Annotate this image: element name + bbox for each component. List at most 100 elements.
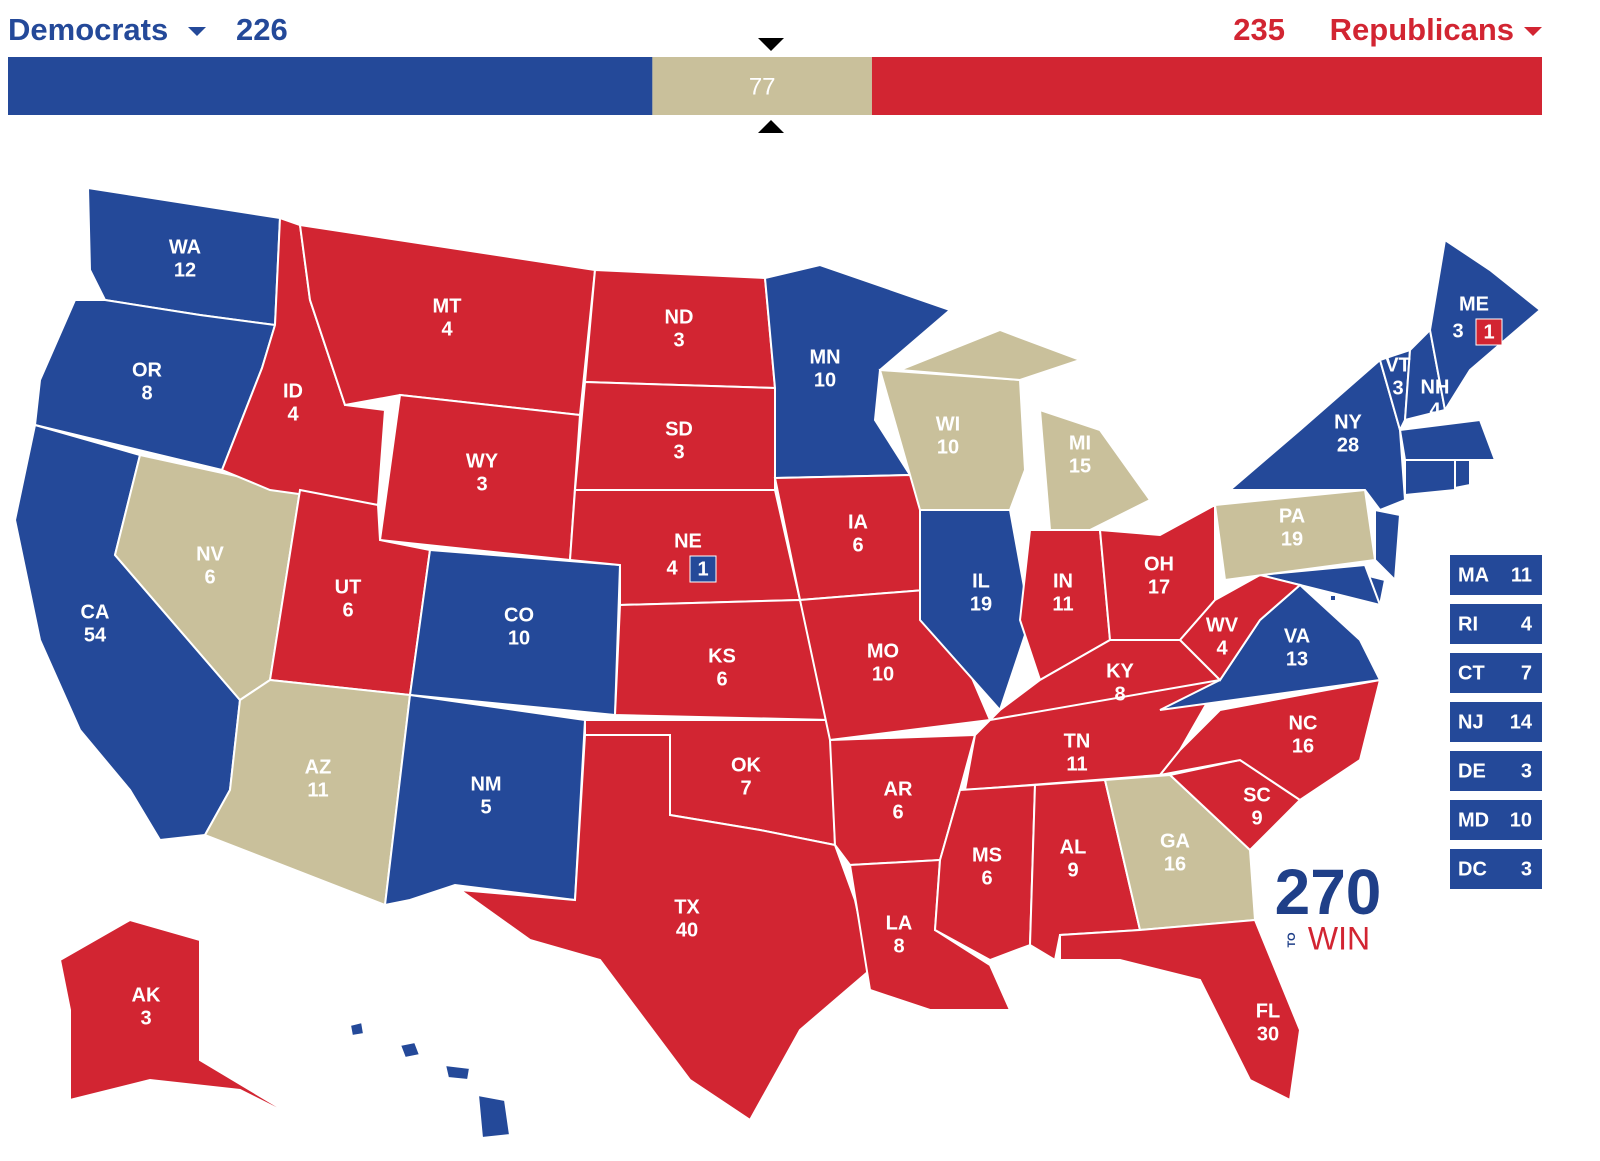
state-abbr: WI	[936, 413, 960, 435]
state-abbr: AR	[884, 778, 913, 800]
state-abbr: UT	[335, 576, 362, 598]
state-shape[interactable]	[1038, 408, 1152, 531]
state-shape[interactable]	[443, 1063, 472, 1082]
state-votes: 6	[852, 534, 863, 556]
state-votes: 8	[1114, 683, 1125, 705]
state-abbr: MN	[809, 346, 840, 368]
state-shape[interactable]	[398, 1040, 422, 1060]
state-shape[interactable]	[1227, 358, 1407, 512]
state-abbr: FL	[1256, 1000, 1280, 1022]
state-abbr: WA	[169, 236, 201, 258]
state-shape[interactable]	[763, 263, 952, 480]
state-abbr: TN	[1064, 730, 1091, 752]
state-shape[interactable]	[919, 509, 1032, 712]
state-shape[interactable]	[1213, 488, 1377, 582]
state-votes: 3	[673, 329, 684, 351]
state-abbr: OR	[132, 359, 163, 381]
small-state-box[interactable]	[1450, 555, 1542, 595]
state-votes: 4	[287, 403, 299, 425]
state-shape[interactable]	[1157, 678, 1382, 802]
state-shape[interactable]	[1059, 918, 1302, 1102]
state-votes: 11	[1511, 564, 1532, 586]
state-abbr: OH	[1144, 553, 1174, 575]
state-abbr: ND	[665, 306, 694, 328]
small-state-box[interactable]	[1450, 751, 1542, 791]
state-votes: 14	[1510, 711, 1533, 733]
dropdown-caret[interactable]	[188, 27, 206, 36]
state-shape[interactable]	[476, 1093, 512, 1140]
state-abbr: ID	[283, 380, 303, 402]
small-state-box[interactable]	[1450, 702, 1542, 742]
state-shape[interactable]	[456, 734, 872, 1122]
state-abbr: ME	[1459, 293, 1489, 315]
dem-segment	[8, 57, 653, 115]
state-votes: 4	[441, 318, 453, 340]
state-votes: 7	[740, 777, 751, 799]
state-abbr: MI	[1069, 432, 1091, 454]
state-votes: 3	[1392, 377, 1403, 399]
state-shape[interactable]	[58, 918, 301, 1121]
state-votes: 9	[1251, 807, 1262, 829]
state-abbr: PA	[1279, 505, 1305, 527]
small-state-box[interactable]	[1450, 849, 1542, 889]
logo: 270 TO WIN	[1275, 856, 1382, 957]
vote-bar: 77	[8, 57, 1542, 115]
state-votes: 9	[1067, 859, 1078, 881]
state-abbr: DE	[1458, 760, 1486, 782]
right-party-name[interactable]: Republicans	[1330, 12, 1514, 47]
logo-win: WIN	[1308, 920, 1370, 956]
state-abbr: NC	[1289, 712, 1318, 734]
state-votes: 4	[666, 557, 678, 579]
state-abbr: GA	[1160, 830, 1190, 852]
state-votes: 10	[1510, 809, 1532, 831]
state-shape[interactable]	[1398, 418, 1497, 461]
state-votes: 54	[84, 624, 107, 646]
small-state-box[interactable]	[1450, 800, 1542, 840]
state-abbr: DC	[1458, 858, 1487, 880]
state-abbr: TX	[674, 896, 700, 918]
state-votes: 4	[1429, 399, 1441, 421]
logo-number: 270	[1275, 856, 1382, 928]
state-votes: 3	[476, 473, 487, 495]
state-shape[interactable]	[1178, 573, 1303, 682]
state-abbr: NJ	[1458, 711, 1484, 733]
state-abbr: KY	[1106, 660, 1134, 682]
left-party-name[interactable]: Democrats	[8, 12, 168, 47]
small-state-boxes: MA 11 RI 4 CT 7 NJ 14 DE 3 MD 10 DC 3	[1450, 555, 1542, 889]
state-abbr: LA	[886, 912, 913, 934]
state-votes: 8	[141, 382, 152, 404]
state-abbr: MD	[1458, 809, 1489, 831]
state-votes: 10	[872, 663, 894, 685]
state-votes: 28	[1337, 434, 1359, 456]
state-votes: 3	[1521, 858, 1532, 880]
state-votes: 5	[480, 796, 491, 818]
state-abbr: IA	[848, 511, 868, 533]
dropdown-caret[interactable]	[1524, 27, 1542, 36]
state-shape[interactable]	[899, 328, 1083, 382]
state-shape[interactable]	[1329, 594, 1337, 602]
tossup-segment	[652, 57, 872, 115]
state-abbr: NM	[470, 773, 501, 795]
state-abbr: MO	[867, 640, 899, 662]
state-votes: 30	[1257, 1023, 1279, 1045]
state-abbr: WY	[466, 450, 499, 472]
tossup-count: 77	[749, 73, 776, 100]
state-votes: 11	[1066, 753, 1087, 775]
state-abbr: CT	[1458, 662, 1485, 684]
state-abbr: OK	[731, 754, 762, 776]
state-shape[interactable]	[1374, 508, 1402, 583]
state-votes: 10	[814, 369, 836, 391]
state-shape[interactable]	[348, 1020, 366, 1038]
state-abbr: MT	[433, 295, 462, 317]
small-state-box[interactable]	[1450, 604, 1542, 644]
state-abbr: CA	[81, 601, 110, 623]
state-shape[interactable]	[1404, 459, 1456, 497]
state-abbr: SD	[665, 418, 693, 440]
state-abbr: AZ	[305, 756, 332, 778]
state-shape[interactable]	[1454, 459, 1471, 490]
state-votes: 6	[342, 599, 353, 621]
state-votes: 40	[676, 919, 698, 941]
small-state-box[interactable]	[1450, 653, 1542, 693]
